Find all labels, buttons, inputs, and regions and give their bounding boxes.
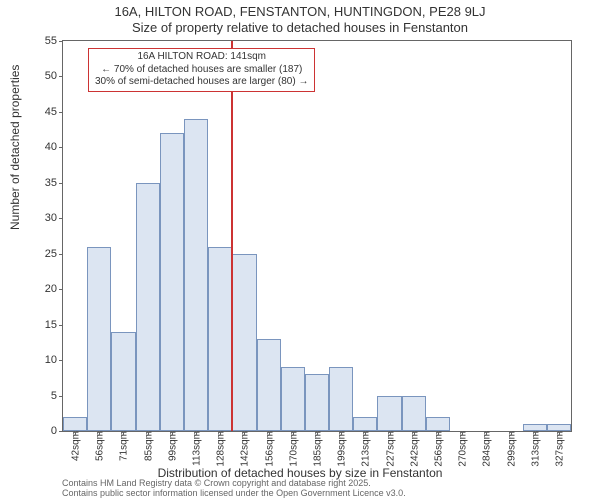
y-tick-mark (59, 289, 63, 290)
x-tick-mark (365, 431, 366, 435)
x-tick-mark (535, 431, 536, 435)
plot-area: 051015202530354045505542sqm56sqm71sqm85s… (62, 40, 572, 432)
x-tick-mark (414, 431, 415, 435)
x-tick-label: 185sqm (311, 431, 324, 467)
x-tick-mark (269, 431, 270, 435)
x-tick-label: 85sqm (141, 431, 154, 461)
x-tick-mark (196, 431, 197, 435)
x-tick-label: 142sqm (238, 431, 251, 467)
annotation-line2: ← 70% of detached houses are smaller (18… (95, 64, 308, 77)
histogram-bar (523, 424, 547, 431)
chart-subtitle: Size of property relative to detached ho… (0, 20, 600, 35)
x-tick-label: 170sqm (286, 431, 299, 467)
x-tick-label: 270sqm (456, 431, 469, 467)
x-tick-mark (75, 431, 76, 435)
x-tick-mark (390, 431, 391, 435)
histogram-bar (547, 424, 571, 431)
annotation-line1: 16A HILTON ROAD: 141sqm (95, 51, 308, 64)
x-tick-mark (99, 431, 100, 435)
x-tick-label: 299sqm (504, 431, 517, 467)
x-tick-label: 113sqm (190, 431, 203, 466)
x-tick-label: 42sqm (69, 431, 82, 461)
histogram-bar (329, 367, 353, 431)
x-tick-mark (148, 431, 149, 435)
y-tick-mark (59, 254, 63, 255)
x-tick-mark (317, 431, 318, 435)
x-tick-label: 56sqm (93, 431, 106, 461)
x-tick-mark (438, 431, 439, 435)
x-tick-mark (511, 431, 512, 435)
x-tick-label: 327sqm (552, 431, 565, 467)
histogram-bar (305, 374, 329, 431)
histogram-bar (402, 396, 426, 431)
annotation-box: 16A HILTON ROAD: 141sqm← 70% of detached… (88, 48, 315, 92)
histogram-bar (160, 133, 184, 431)
histogram-bar (184, 119, 208, 431)
y-tick-mark (59, 218, 63, 219)
y-tick-mark (59, 76, 63, 77)
histogram-bar (232, 254, 256, 431)
y-tick-mark (59, 431, 63, 432)
x-tick-label: 227sqm (383, 431, 396, 467)
x-tick-mark (462, 431, 463, 435)
x-tick-label: 99sqm (165, 431, 178, 461)
attribution-line2: Contains public sector information licen… (62, 489, 406, 499)
histogram-bar (87, 247, 111, 431)
histogram-bar (136, 183, 160, 431)
y-tick-mark (59, 41, 63, 42)
histogram-bar (63, 417, 87, 431)
y-tick-mark (59, 147, 63, 148)
attribution: Contains HM Land Registry data © Crown c… (62, 479, 406, 499)
x-tick-mark (220, 431, 221, 435)
x-tick-mark (244, 431, 245, 435)
chart-title: 16A, HILTON ROAD, FENSTANTON, HUNTINGDON… (0, 4, 600, 19)
histogram-bar (111, 332, 135, 431)
annotation-line3: 30% of semi-detached houses are larger (… (95, 76, 308, 89)
y-tick-mark (59, 325, 63, 326)
y-tick-mark (59, 183, 63, 184)
x-tick-mark (341, 431, 342, 435)
histogram-bar (281, 367, 305, 431)
x-tick-label: 242sqm (407, 431, 420, 467)
histogram-bar (426, 417, 450, 431)
x-tick-mark (172, 431, 173, 435)
y-axis-label: Number of detached properties (8, 65, 22, 230)
x-tick-mark (123, 431, 124, 435)
y-tick-mark (59, 112, 63, 113)
x-tick-label: 284sqm (480, 431, 493, 467)
x-tick-mark (293, 431, 294, 435)
histogram-bar (377, 396, 401, 431)
x-tick-label: 71sqm (117, 431, 130, 461)
x-tick-mark (559, 431, 560, 435)
x-tick-label: 313sqm (528, 431, 541, 467)
y-tick-mark (59, 396, 63, 397)
reference-line (231, 41, 233, 431)
histogram-bar (353, 417, 377, 431)
x-tick-label: 199sqm (335, 431, 348, 467)
histogram-bar (208, 247, 232, 431)
x-tick-label: 256sqm (431, 431, 444, 467)
x-tick-mark (486, 431, 487, 435)
histogram-bar (257, 339, 281, 431)
x-tick-label: 128sqm (214, 431, 227, 467)
x-tick-label: 213sqm (359, 431, 372, 467)
y-tick-mark (59, 360, 63, 361)
x-tick-label: 156sqm (262, 431, 275, 467)
histogram-chart: 16A, HILTON ROAD, FENSTANTON, HUNTINGDON… (0, 0, 600, 500)
